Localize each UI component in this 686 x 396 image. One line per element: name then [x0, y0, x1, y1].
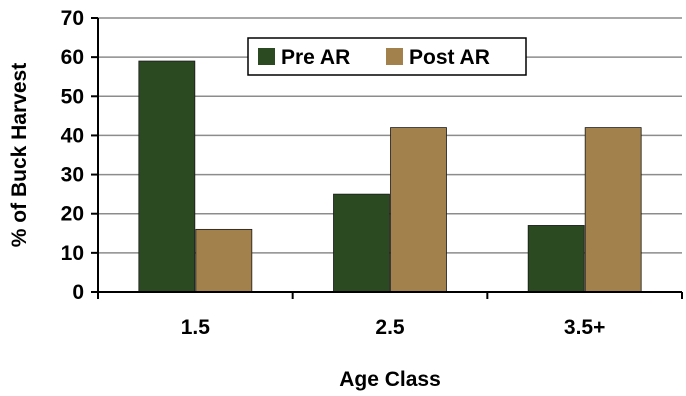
bar-post-ar-15: [195, 228, 253, 293]
y-tick-label: 20: [61, 203, 84, 226]
bar-pre-ar-35: [527, 225, 585, 293]
x-ticks: 1.5 2.5 3.5+: [97, 292, 683, 339]
y-tick-label: 40: [61, 124, 84, 147]
bars: [138, 60, 642, 293]
y-ticks: 0 10 20 30 40 50 60 70: [61, 7, 98, 304]
y-tick-label: 60: [61, 46, 84, 69]
x-tick-label: 3.5+: [564, 316, 605, 339]
x-tick-label: 2.5: [375, 316, 405, 339]
legend-swatch-post-ar: [386, 48, 403, 65]
legend-swatch-pre-ar: [258, 48, 275, 65]
y-tick-label: 30: [61, 164, 84, 187]
y-tick-label: 0: [72, 281, 84, 304]
bar-post-ar-35: [584, 127, 642, 293]
y-tick-label: 70: [61, 7, 84, 30]
bar-pre-ar-15: [138, 60, 196, 293]
axes: [97, 18, 682, 293]
y-axis-label: % of Buck Harvest: [8, 63, 31, 247]
bar-post-ar-25: [390, 127, 447, 293]
legend-label-pre-ar: Pre AR: [281, 46, 350, 69]
x-tick-label: 1.5: [181, 316, 211, 339]
y-tick-label: 50: [61, 85, 84, 108]
x-axis-label: Age Class: [339, 368, 441, 391]
bar-pre-ar-25: [333, 193, 390, 293]
legend: Pre AR Post AR: [247, 37, 527, 76]
legend-label-post-ar: Post AR: [409, 46, 490, 69]
y-tick-label: 10: [61, 242, 84, 265]
